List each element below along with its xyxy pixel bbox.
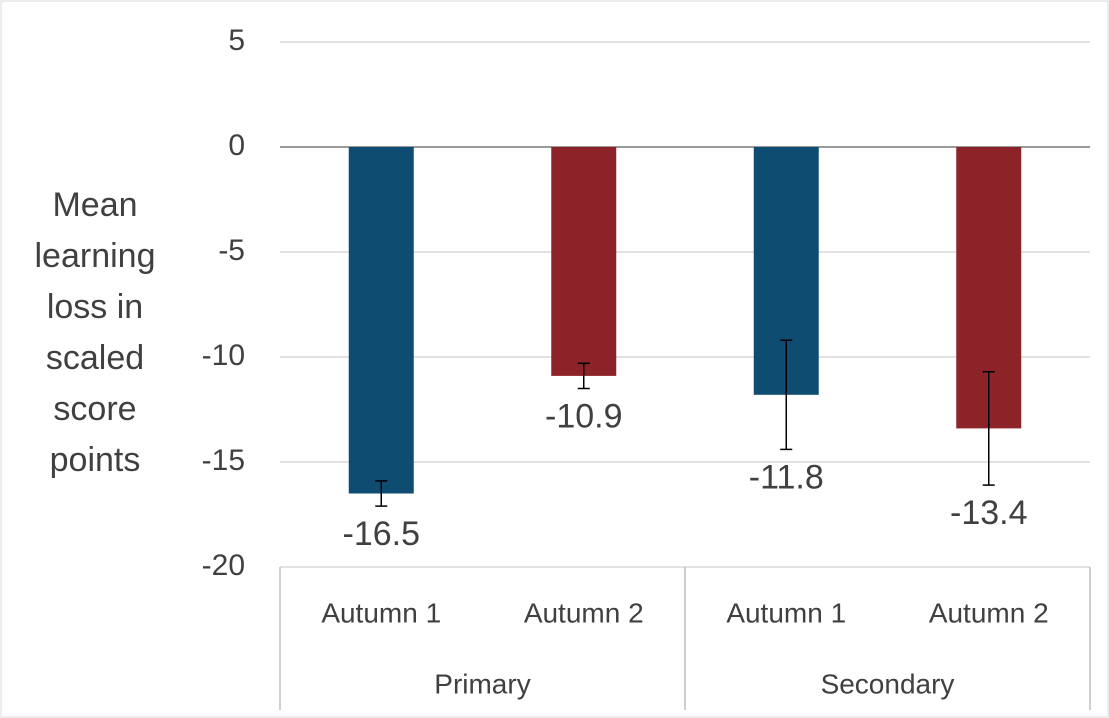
x-tick-label: Autumn 1 [726, 597, 846, 628]
group-label: Primary [434, 668, 530, 699]
y-tick-label: -10 [202, 339, 245, 372]
y-tick-label: 5 [228, 24, 245, 57]
y-axis-title: Mean learning loss in scaled score point… [34, 186, 156, 479]
bar [551, 147, 617, 376]
x-tick-label: Autumn 2 [524, 597, 644, 628]
group-label: Secondary [821, 668, 955, 699]
bar [348, 147, 414, 494]
x-tick-label: Autumn 2 [929, 597, 1049, 628]
x-tick-label: Autumn 1 [321, 597, 441, 628]
y-tick-label: 0 [228, 129, 245, 162]
data-label: -10.9 [545, 397, 623, 435]
data-label: -13.4 [950, 494, 1028, 532]
y-tick-label: -15 [202, 444, 245, 477]
y-tick-label: -5 [218, 234, 245, 267]
data-label: -16.5 [343, 515, 421, 553]
data-label: -11.8 [749, 458, 824, 496]
y-tick-label: -20 [202, 549, 245, 582]
